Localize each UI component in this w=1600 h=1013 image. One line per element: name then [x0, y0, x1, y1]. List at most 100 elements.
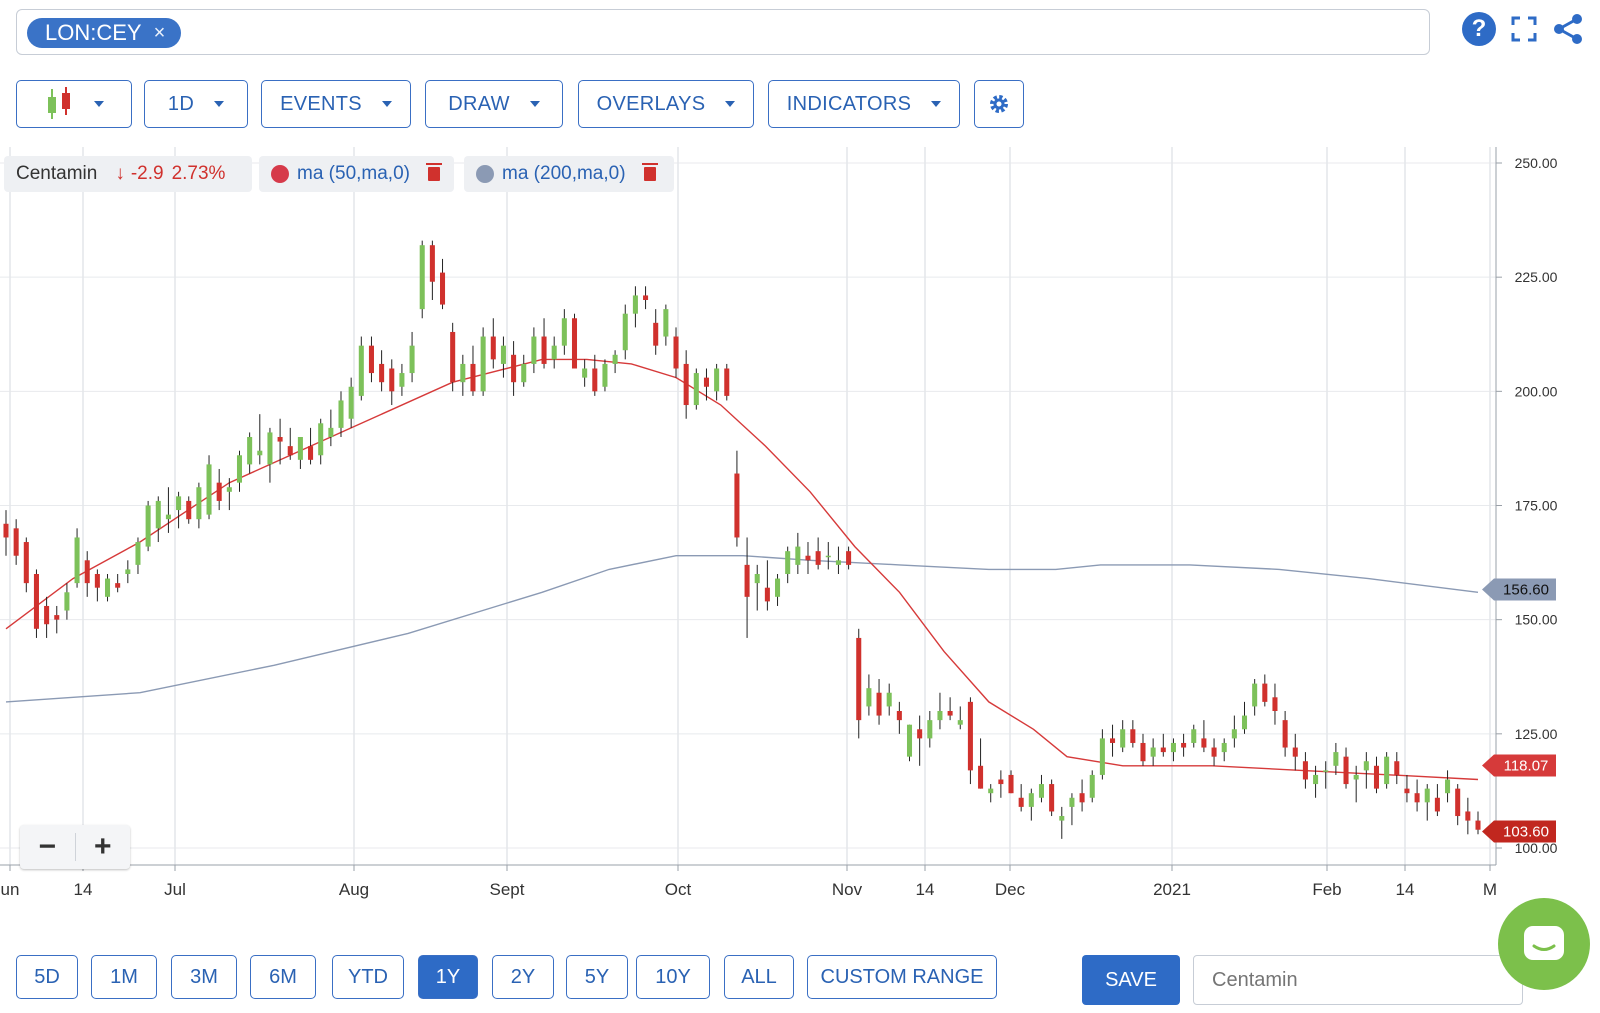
candle-body: [663, 309, 669, 337]
ma200-value-tag-text: 156.60: [1503, 582, 1549, 599]
trash-icon[interactable]: [425, 163, 442, 181]
candle-body: [1028, 793, 1034, 807]
range-button-3m[interactable]: 3M: [171, 955, 237, 999]
chart-type-button[interactable]: [16, 80, 132, 128]
interval-dropdown[interactable]: 1D: [144, 80, 248, 128]
candle-body: [1394, 761, 1400, 775]
candle-body: [1313, 774, 1319, 785]
candle-body: [1211, 747, 1217, 757]
indicators-dropdown[interactable]: INDICATORS: [768, 80, 960, 128]
candle-body: [511, 354, 517, 383]
candle-body: [125, 569, 131, 574]
candle-body: [500, 345, 506, 364]
question-icon[interactable]: ?: [1462, 12, 1496, 46]
save-button[interactable]: SAVE: [1082, 955, 1180, 1005]
symbol-chip[interactable]: LON:CEY ×: [27, 18, 182, 48]
legend-instrument: Centamin ↓ -2.9 2.73%: [4, 156, 252, 192]
overlays-dropdown[interactable]: OVERLAYS: [578, 80, 754, 128]
range-button-custom-range[interactable]: CUSTOM RANGE: [807, 955, 997, 999]
candle-body: [1363, 761, 1369, 771]
candle-body: [896, 711, 902, 721]
candle-body: [541, 336, 547, 364]
settings-button[interactable]: [974, 80, 1024, 128]
chart-name-input[interactable]: [1193, 955, 1523, 1005]
candle-body: [206, 464, 212, 515]
x-tick-label: Nov: [832, 880, 863, 899]
range-button-1m[interactable]: 1M: [91, 955, 157, 999]
candle-body: [673, 336, 679, 369]
chat-button[interactable]: [1498, 898, 1590, 990]
candle-body: [988, 788, 994, 794]
zoom-in-button[interactable]: +: [93, 830, 112, 863]
candle-body: [754, 574, 760, 584]
draw-dropdown[interactable]: DRAW: [425, 80, 563, 128]
y-tick-label: 150.00: [1515, 612, 1558, 628]
symbol-search-bar[interactable]: LON:CEY ×: [16, 9, 1430, 55]
legend-ma50[interactable]: ma (50,ma,0): [259, 156, 454, 192]
candle-body: [480, 336, 486, 392]
candle-body: [1008, 774, 1014, 794]
close-icon[interactable]: ×: [153, 22, 166, 44]
candle-body: [54, 615, 60, 620]
candle-body: [186, 500, 192, 520]
candle-body: [653, 322, 659, 346]
range-button-ytd[interactable]: YTD: [332, 955, 404, 999]
share-icon[interactable]: [1552, 13, 1584, 45]
ma200-line: [5, 555, 1479, 703]
range-button-2y[interactable]: 2Y: [492, 955, 554, 999]
candle-body: [1333, 752, 1339, 766]
price-chart[interactable]: 250.00 225.00 200.00 175.00 150.00 125.00 100.…: [0, 147, 1600, 917]
candle-body: [785, 551, 791, 574]
candle-body: [135, 542, 141, 565]
candle-body: [155, 500, 161, 529]
expand-icon[interactable]: [1510, 15, 1538, 43]
ma50-value-tag-text: 118.07: [1504, 757, 1549, 774]
range-button-6m[interactable]: 6M: [250, 955, 316, 999]
last-price-tag-text: 103.60: [1503, 824, 1549, 841]
candle-body: [348, 386, 354, 419]
candle-body: [74, 537, 80, 584]
range-button-1y[interactable]: 1Y: [418, 955, 478, 999]
candle-body: [703, 377, 709, 387]
candle-body: [257, 450, 263, 456]
y-tick-label: 175.00: [1515, 498, 1558, 514]
candlestick-icon: [48, 87, 70, 119]
candle-body: [247, 437, 253, 465]
candle-body: [1323, 770, 1329, 772]
candle-body: [297, 437, 303, 460]
candle-body: [1221, 742, 1227, 753]
candle-body: [551, 345, 557, 360]
trash-icon[interactable]: [641, 163, 658, 181]
zoom-out-button[interactable]: −: [38, 830, 57, 863]
candle-body: [866, 688, 872, 707]
gear-icon: [990, 95, 1008, 113]
candle-body: [1191, 729, 1197, 743]
top-icon-group: ?: [1462, 12, 1584, 46]
candle-body: [1181, 742, 1187, 748]
range-button-all[interactable]: ALL: [724, 955, 794, 999]
x-tick-label: Sept: [490, 880, 525, 899]
ma200-value-tag: 156.60: [1482, 578, 1556, 601]
chart-svg[interactable]: 250.00 225.00 200.00 175.00 150.00 125.00 100.…: [0, 147, 1600, 917]
candle-body: [825, 555, 831, 558]
legend-ma200[interactable]: ma (200,ma,0): [464, 156, 674, 192]
candle-body: [805, 555, 811, 561]
candle-body: [450, 331, 456, 383]
candle-body: [571, 318, 578, 369]
ma50-value-tag: 118.07: [1482, 754, 1556, 777]
range-button-10y[interactable]: 10Y: [636, 955, 710, 999]
chat-icon: [1524, 926, 1564, 960]
candle-body: [1434, 797, 1440, 812]
range-button-5y[interactable]: 5Y: [566, 955, 628, 999]
candle-body: [1455, 788, 1461, 817]
candle-body: [835, 560, 841, 565]
events-dropdown[interactable]: EVENTS: [261, 80, 411, 128]
candle-body: [998, 779, 1004, 785]
candle-body: [1445, 779, 1451, 794]
candle-body: [104, 578, 111, 597]
candle-body: [429, 245, 435, 282]
divider: [74, 833, 76, 861]
x-tick-label: un: [1, 880, 20, 899]
range-button-5d[interactable]: 5D: [16, 955, 78, 999]
candle-body: [1404, 788, 1410, 794]
